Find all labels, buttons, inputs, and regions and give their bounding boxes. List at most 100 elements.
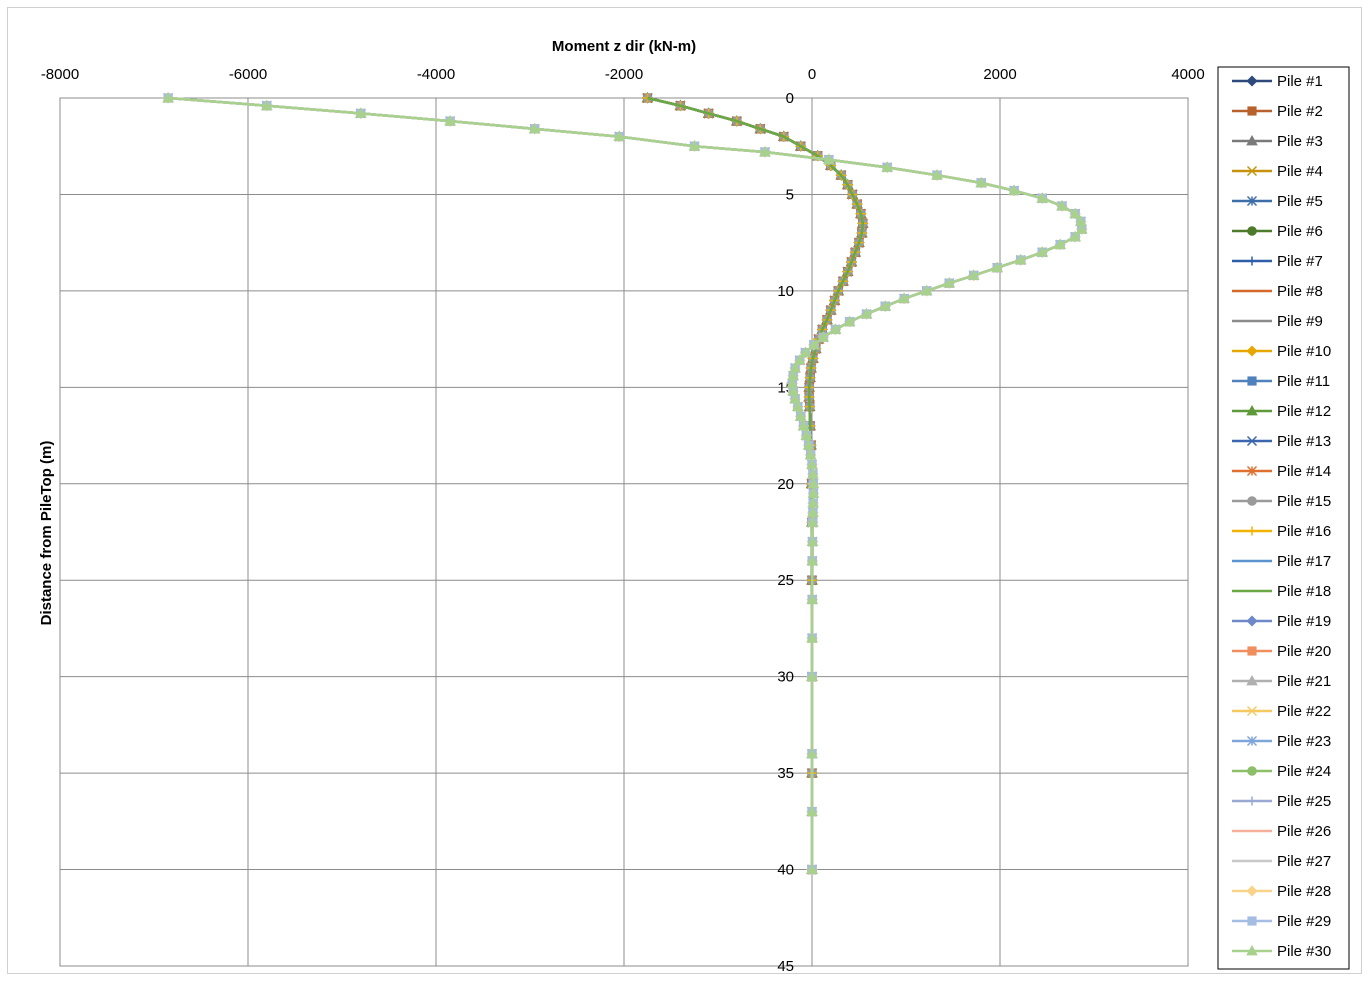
data-point [792, 400, 804, 411]
legend-item: Pile #25 [1232, 793, 1331, 810]
grid [59, 97, 1189, 967]
y-tick-label: 0 [786, 90, 794, 107]
data-point [823, 153, 835, 165]
data-point [800, 429, 813, 440]
legend-marker [1246, 165, 1258, 177]
legend-marker [1246, 885, 1258, 897]
data-point [688, 140, 701, 151]
legend-item: Pile #26 [1232, 823, 1331, 840]
legend-marker [1247, 526, 1257, 536]
legend-item: Pile #21 [1232, 673, 1331, 690]
x-tick-labels: -8000 -6000 -4000 -2000 0 2000 4000 [41, 66, 1205, 83]
legend-marker [1246, 735, 1258, 747]
legend-item: Pile #30 [1232, 943, 1331, 960]
data-point [806, 554, 819, 566]
legend-item: Pile #14 [1232, 463, 1331, 480]
legend-label: Pile #20 [1277, 643, 1331, 660]
legend-marker [1247, 376, 1257, 386]
legend-item: Pile #19 [1232, 613, 1331, 630]
y-axis-title: Distance from PileTop (m) [38, 441, 55, 626]
data-point [806, 863, 818, 874]
data-point [806, 670, 818, 682]
data-point [807, 468, 819, 479]
legend-label: Pile #19 [1277, 613, 1331, 630]
legend-item: Pile #9 [1232, 313, 1323, 330]
legend-marker [1247, 916, 1257, 926]
series-line [647, 96, 865, 870]
legend-marker [1246, 195, 1258, 207]
x-tick-label: -4000 [417, 66, 455, 83]
data-point [807, 487, 820, 498]
legend-label: Pile #17 [1277, 553, 1331, 570]
legend-item: Pile #28 [1232, 883, 1331, 900]
legend-label: Pile #28 [1277, 883, 1331, 900]
legend-item: Pile #15 [1232, 493, 1331, 510]
data-point [794, 410, 807, 421]
legend-item: Pile #23 [1232, 733, 1331, 750]
x-tick-label: -2000 [605, 66, 643, 83]
legend-label: Pile #26 [1277, 823, 1331, 840]
legend-marker [1246, 944, 1258, 956]
x-axis-title: Moment z dir (kN-m) [552, 38, 696, 55]
legend-label: Pile #8 [1277, 283, 1323, 300]
data-point [898, 292, 910, 303]
data-point [1069, 230, 1081, 242]
data-point [797, 419, 810, 431]
legend-item: Pile #12 [1232, 403, 1331, 420]
chart-frame [7, 7, 1362, 974]
data-point [444, 115, 456, 126]
legend-label: Pile #15 [1277, 493, 1331, 510]
legend-marker [1246, 134, 1258, 146]
data-point [1069, 207, 1081, 219]
data-point [806, 632, 818, 643]
data-point [879, 300, 892, 311]
y-tick-label: 20 [777, 476, 794, 493]
legend-label: Pile #23 [1277, 733, 1331, 750]
data-point [808, 338, 820, 350]
data-point [860, 307, 873, 319]
legend-marker [1246, 674, 1258, 686]
data-point [789, 361, 801, 373]
x-tick-label: -6000 [229, 66, 267, 83]
legend-label: Pile #30 [1277, 943, 1331, 960]
x-tick-label: 4000 [1171, 66, 1204, 83]
legend-marker [1247, 796, 1257, 806]
data-point [943, 277, 956, 288]
legend-item: Pile #7 [1232, 253, 1323, 270]
legend-item: Pile #1 [1232, 73, 1323, 90]
data-point [829, 323, 842, 334]
series-lines [162, 91, 1088, 876]
legend-label: Pile #16 [1277, 523, 1331, 540]
data-point [975, 176, 987, 188]
legend-label: Pile #25 [1277, 793, 1331, 810]
data-point [1014, 253, 1027, 265]
legend-item: Pile #8 [1232, 283, 1323, 300]
legend-label: Pile #1 [1277, 73, 1323, 90]
legend-item: Pile #24 [1232, 763, 1331, 780]
data-point [613, 130, 626, 141]
legend-label: Pile #2 [1277, 103, 1323, 120]
data-point [817, 331, 830, 342]
data-point [789, 392, 801, 404]
legend-label: Pile #18 [1277, 583, 1331, 600]
data-point [794, 354, 806, 365]
legend-label: Pile #14 [1277, 463, 1331, 480]
data-point [799, 346, 812, 357]
data-point [991, 261, 1003, 273]
legend-item: Pile #16 [1232, 523, 1331, 540]
legend-item: Pile #13 [1232, 433, 1331, 450]
data-point [802, 439, 815, 450]
y-tick-label: 45 [777, 958, 794, 975]
legend-marker [1247, 256, 1257, 266]
y-tick-label: 35 [777, 765, 794, 782]
legend-label: Pile #13 [1277, 433, 1331, 450]
data-point [807, 506, 819, 518]
legend-label: Pile #21 [1277, 673, 1331, 690]
data-point [967, 269, 980, 280]
series-18 [647, 96, 865, 870]
legend-label: Pile #3 [1277, 133, 1323, 150]
legend-item: Pile #5 [1232, 193, 1323, 210]
legend-label: Pile #6 [1277, 223, 1323, 240]
y-tick-label: 5 [786, 186, 794, 203]
data-point [1076, 223, 1088, 234]
